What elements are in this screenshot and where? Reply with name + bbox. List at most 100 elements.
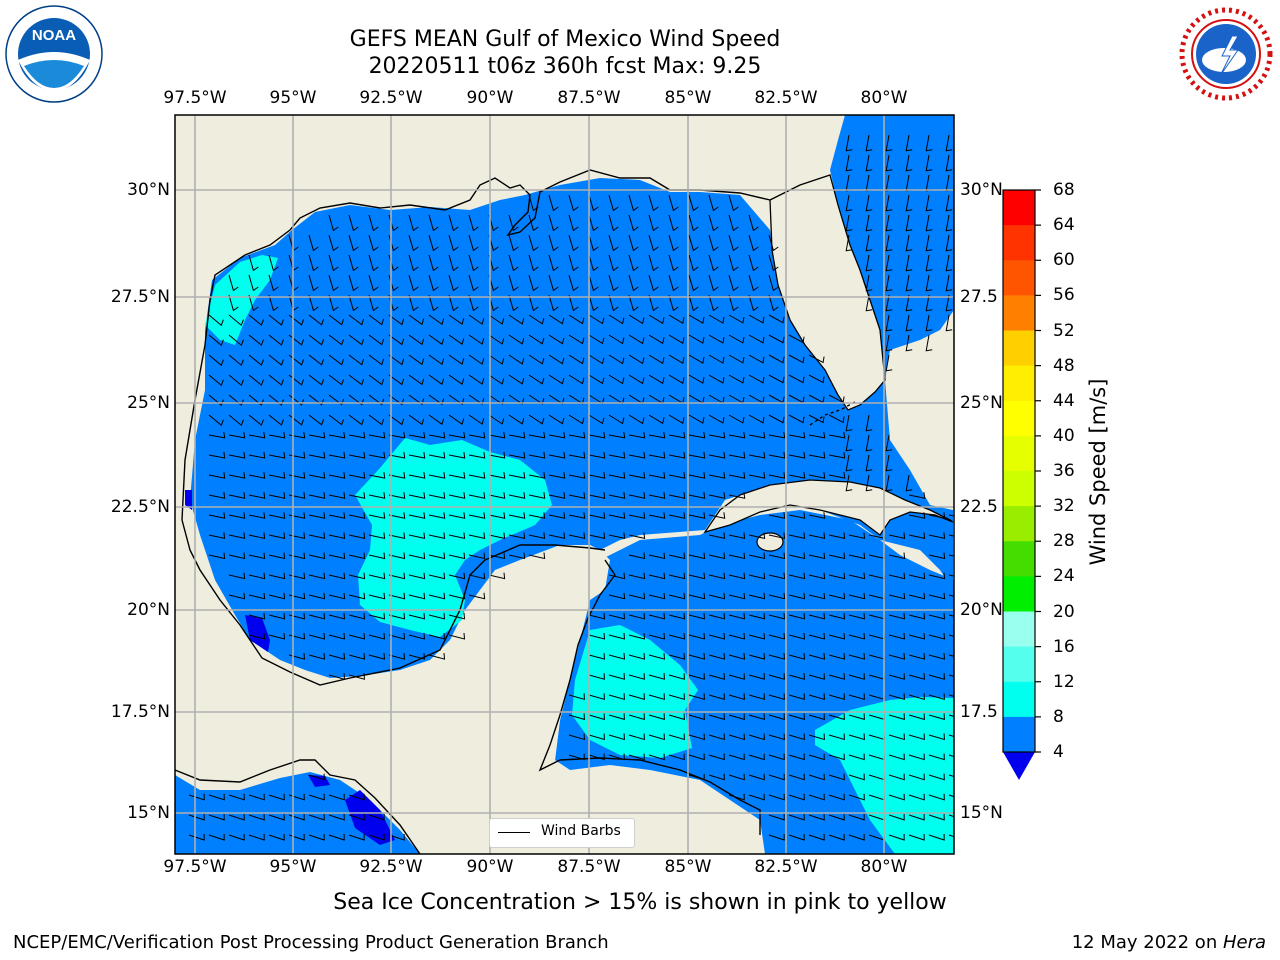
wind-barb: [328, 833, 345, 841]
wind-barb: [408, 612, 426, 620]
wind-barb: [348, 354, 365, 366]
wind-8-12-region-central: [355, 438, 552, 637]
wind-barb: [348, 431, 366, 439]
wind-barb: [768, 813, 785, 821]
wind-barb: [268, 374, 284, 386]
wind-barb: [528, 492, 546, 499]
wind-barb: [368, 354, 385, 366]
wind-barb: [428, 334, 445, 346]
wind-barb: [588, 294, 599, 312]
wind-barb: [608, 294, 619, 312]
wind-barb: [548, 234, 559, 252]
wind-barb: [488, 314, 505, 325]
colorbar-cell: [1003, 330, 1035, 367]
wind-barb: [528, 451, 546, 459]
colorbar-tick-label: 44: [1053, 390, 1075, 411]
wind-barb: [548, 194, 559, 212]
wind-barb: [688, 234, 699, 252]
wind-barb: [628, 673, 645, 680]
wind-barb: [728, 793, 745, 801]
wind-barb: [628, 374, 645, 385]
colorbar-cell: [1003, 541, 1035, 577]
wind-barb: [248, 632, 266, 640]
wind-barb: [228, 374, 244, 387]
wind-barb: [688, 733, 705, 741]
wind-barb: [548, 314, 565, 325]
wind-barb: [708, 532, 726, 540]
wind-barb: [308, 773, 325, 781]
wind-barb: [925, 274, 933, 292]
wind-barb: [608, 472, 626, 479]
wind-barb: [668, 354, 685, 364]
wind-barb: [828, 414, 845, 424]
wind-barb: [208, 334, 224, 347]
wind-barb: [668, 632, 686, 640]
wind-barb: [608, 733, 625, 741]
wind-barb: [588, 374, 605, 385]
wind-barb: [248, 612, 266, 620]
colorbar-tick-label: 28: [1053, 531, 1075, 552]
wind-barb: [288, 532, 306, 540]
wind-barb: [845, 194, 853, 212]
wind-barb: [228, 592, 246, 600]
wind-barb: [348, 414, 365, 426]
wind-barb: [808, 572, 826, 580]
wind-barb: [228, 813, 245, 821]
gulf-coastline: [181, 169, 771, 686]
wind-barb: [828, 632, 846, 640]
lat-tick-label-right: 27.5: [960, 287, 998, 307]
wind-barb: [628, 314, 645, 325]
wind-barb: [428, 532, 446, 540]
wind-barb: [688, 314, 705, 324]
wind-barb: [328, 472, 346, 479]
colorbar-tick-label: 40: [1053, 425, 1075, 446]
wind-barb: [668, 653, 686, 660]
wind-barb: [865, 294, 873, 312]
wind-barb: [788, 632, 806, 640]
wind-barb: [448, 294, 459, 312]
wind-barb: [508, 492, 526, 499]
wind-barb: [668, 194, 679, 212]
wind-barb: [208, 431, 226, 439]
wind-barb: [288, 431, 306, 439]
wind-barb: [668, 334, 685, 344]
wind-below-4-region-d: [185, 490, 192, 510]
wind-barb: [328, 512, 346, 519]
wind-barb: [928, 813, 945, 821]
wind-barb: [488, 492, 506, 499]
wind-barb: [528, 512, 546, 519]
wind-barb: [228, 833, 245, 841]
wind-barb: [648, 713, 665, 721]
wind-barb: [468, 394, 485, 405]
wind-barb: [308, 472, 326, 479]
wind-barb: [508, 394, 525, 405]
wind-barb: [828, 572, 846, 580]
lat-tick-label-left: 22.5°N: [110, 497, 170, 517]
colorbar-cell: [1003, 295, 1035, 331]
wind-barb: [588, 414, 605, 425]
wind-barb: [228, 492, 246, 499]
wind-barb: [668, 414, 685, 424]
wind-barb: [508, 414, 525, 425]
wind-barb: [668, 274, 679, 292]
wind-barb: [448, 274, 459, 292]
wind-barb: [768, 552, 786, 560]
wind-barb: [268, 552, 286, 560]
wind-barb: [648, 431, 666, 439]
lat-tick-label-left: 25°N: [127, 393, 170, 413]
wind-barb: [348, 612, 366, 620]
wind-barb: [728, 632, 746, 640]
wind-barb: [228, 472, 246, 479]
wind-barb: [748, 294, 759, 312]
wind-barb: [668, 234, 679, 252]
wind-barb: [808, 833, 825, 841]
wind-barb: [228, 512, 246, 519]
wind-barb: [708, 653, 726, 660]
wind-barb: [408, 472, 426, 479]
wind-barb: [768, 753, 785, 761]
wind-barb: [628, 492, 646, 499]
wind-barb: [688, 414, 705, 424]
nws-logo: [1178, 6, 1274, 102]
wind-barb: [408, 334, 425, 346]
colorbar-cell: [1003, 225, 1035, 261]
